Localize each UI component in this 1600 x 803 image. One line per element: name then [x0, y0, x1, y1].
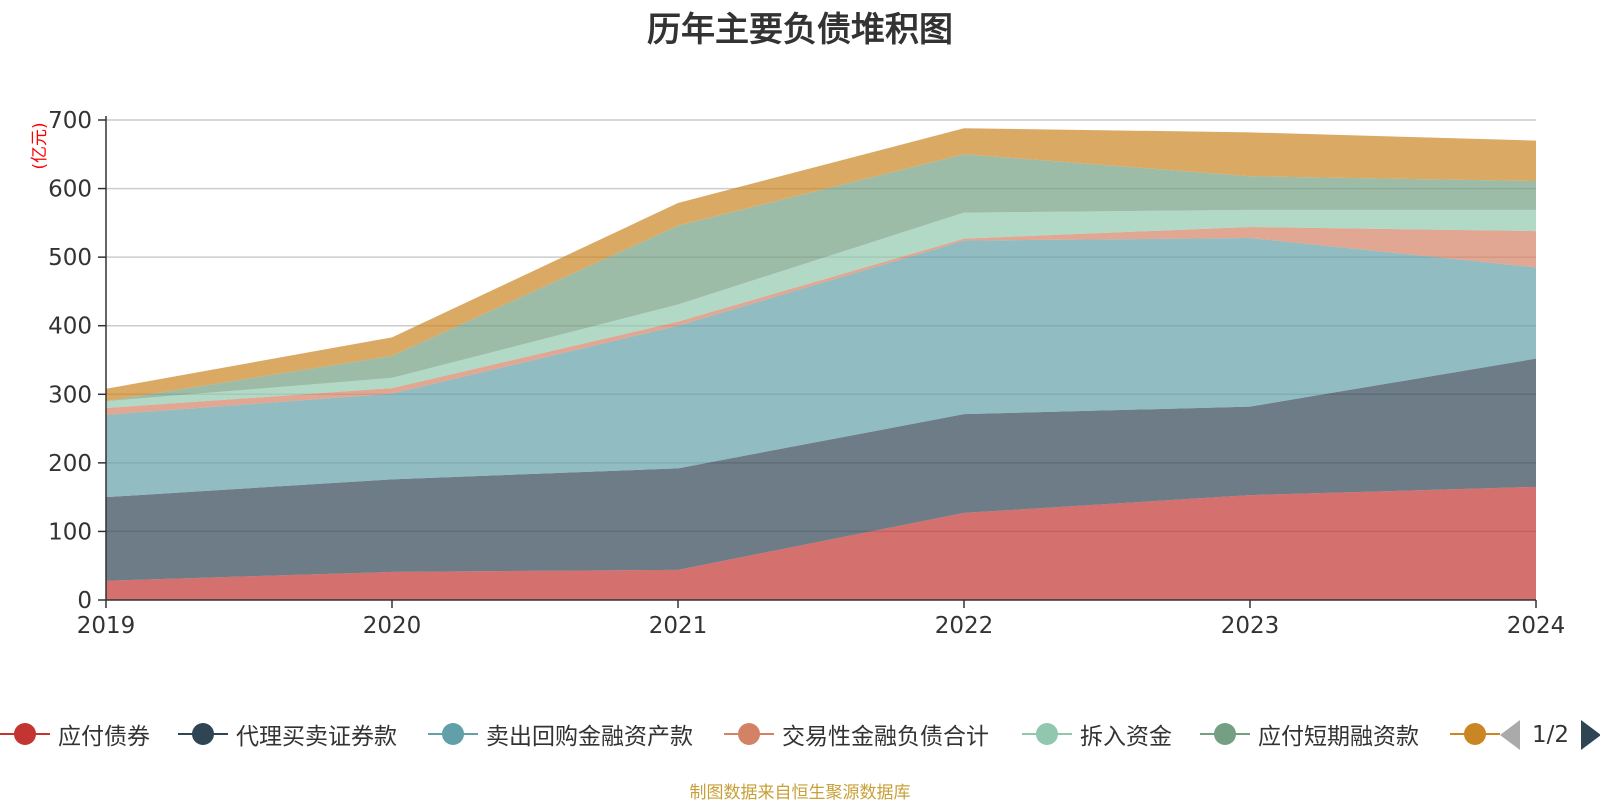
- legend-item-0[interactable]: 应付债券: [0, 716, 150, 752]
- area-layer: [106, 128, 1536, 600]
- y-tick-label: 200: [48, 451, 92, 477]
- y-tick-label: 600: [48, 177, 92, 203]
- x-tick-label: 2020: [363, 613, 422, 639]
- y-axis-unit-label: (亿元): [30, 122, 50, 169]
- legend-marker-icon: [724, 719, 774, 749]
- y-tick-label: 400: [48, 314, 92, 340]
- legend-item-4[interactable]: 拆入资金: [1022, 716, 1172, 752]
- chart-title: 历年主要负债堆积图: [647, 10, 953, 50]
- legend-prev-page-icon[interactable]: [1500, 720, 1520, 750]
- legend-label: 卖出回购金融资产款: [486, 724, 693, 750]
- area-series-3[interactable]: [106, 226, 1536, 415]
- y-tick-label: 300: [48, 382, 92, 408]
- legend-marker-icon: [428, 719, 478, 749]
- legend-label: 应付短期融资款: [1258, 724, 1419, 750]
- legend-next-page-icon[interactable]: [1581, 720, 1600, 750]
- legend-marker-icon: [1450, 719, 1500, 749]
- legend-page-indicator: 1/2: [1532, 722, 1570, 748]
- area-series-0[interactable]: [106, 486, 1536, 600]
- area-series-5[interactable]: [106, 154, 1536, 402]
- legend-item-5[interactable]: 应付短期融资款: [1200, 716, 1419, 752]
- area-series-2[interactable]: [106, 237, 1536, 498]
- x-tick-label: 2019: [77, 613, 136, 639]
- legend-label: 应付债券: [58, 724, 150, 750]
- legend-item-2[interactable]: 卖出回购金融资产款: [428, 716, 693, 752]
- y-tick-label: 700: [48, 108, 92, 134]
- data-source-note: 制图数据来自恒生聚源数据库: [689, 783, 911, 803]
- legend-label: 交易性金融负债合计: [782, 724, 989, 750]
- x-tick-label: 2022: [935, 613, 994, 639]
- y-tick-label: 0: [77, 588, 92, 614]
- x-tick-label: 2024: [1507, 613, 1566, 639]
- legend-label: 代理买卖证券款: [236, 724, 397, 750]
- legend: 应付债券 代理买卖证券款 卖出回购金融资产款 交易性金融负债合计 拆入资金 应付短期融资款: [0, 716, 1600, 752]
- legend-item-6[interactable]: [1450, 716, 1500, 752]
- legend-marker-icon: [0, 719, 50, 749]
- legend-pager: 1/2: [1500, 718, 1600, 752]
- legend-item-3[interactable]: 交易性金融负债合计: [724, 716, 989, 752]
- area-series-6[interactable]: [106, 128, 1536, 402]
- stacked-area-chart: 0 100 200 300 400 500 600 700 2019 2020 2021 2022 20…: [30, 108, 1565, 639]
- legend-marker-icon: [178, 719, 228, 749]
- legend-item-1[interactable]: 代理买卖证券款: [178, 716, 397, 752]
- y-tick-label: 500: [48, 245, 92, 271]
- legend-marker-icon: [1200, 719, 1250, 749]
- legend-marker-icon: [1022, 719, 1072, 749]
- y-tick-label: 100: [48, 519, 92, 545]
- x-tick-label: 2023: [1221, 613, 1280, 639]
- legend-label: 拆入资金: [1080, 724, 1172, 750]
- x-tick-label: 2021: [649, 613, 708, 639]
- axis-layer: 0 100 200 300 400 500 600 700 2019 2020 2021 2022 20…: [30, 108, 1565, 639]
- area-series-1[interactable]: [106, 358, 1536, 581]
